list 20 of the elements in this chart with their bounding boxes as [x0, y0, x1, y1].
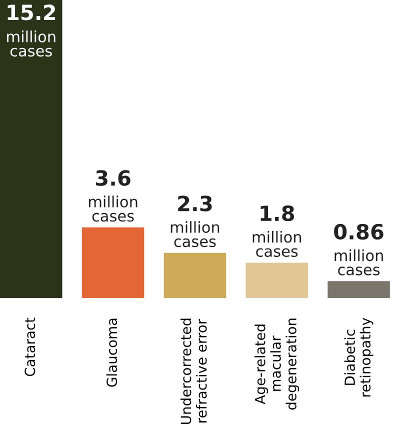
x-tick-label: Diabetic retinopathy — [344, 318, 374, 397]
data-label: 2.3 — [178, 196, 212, 212]
bar — [328, 281, 390, 298]
annotation: million cases — [88, 196, 138, 222]
bar — [82, 227, 144, 298]
x-tick-label: Undercorrected refractive error — [180, 318, 207, 424]
annotation: million cases — [334, 249, 383, 276]
annotation: million cases — [7, 30, 56, 57]
data-label: 1.8 — [260, 205, 294, 222]
data-label: 15.2 — [8, 4, 56, 20]
annotation: million cases — [252, 230, 302, 257]
bar — [246, 262, 308, 298]
x-tick-label: Glaucoma — [106, 318, 118, 387]
annotation: million cases — [170, 221, 220, 248]
x-tick-label: Cataract — [24, 318, 36, 376]
x-tick-label: Age-related macular degeneration — [254, 318, 300, 410]
data-label: 3.6 — [96, 170, 130, 186]
bar — [0, 0, 62, 298]
bar — [164, 252, 226, 298]
data-label: 0.86 — [334, 224, 384, 240]
